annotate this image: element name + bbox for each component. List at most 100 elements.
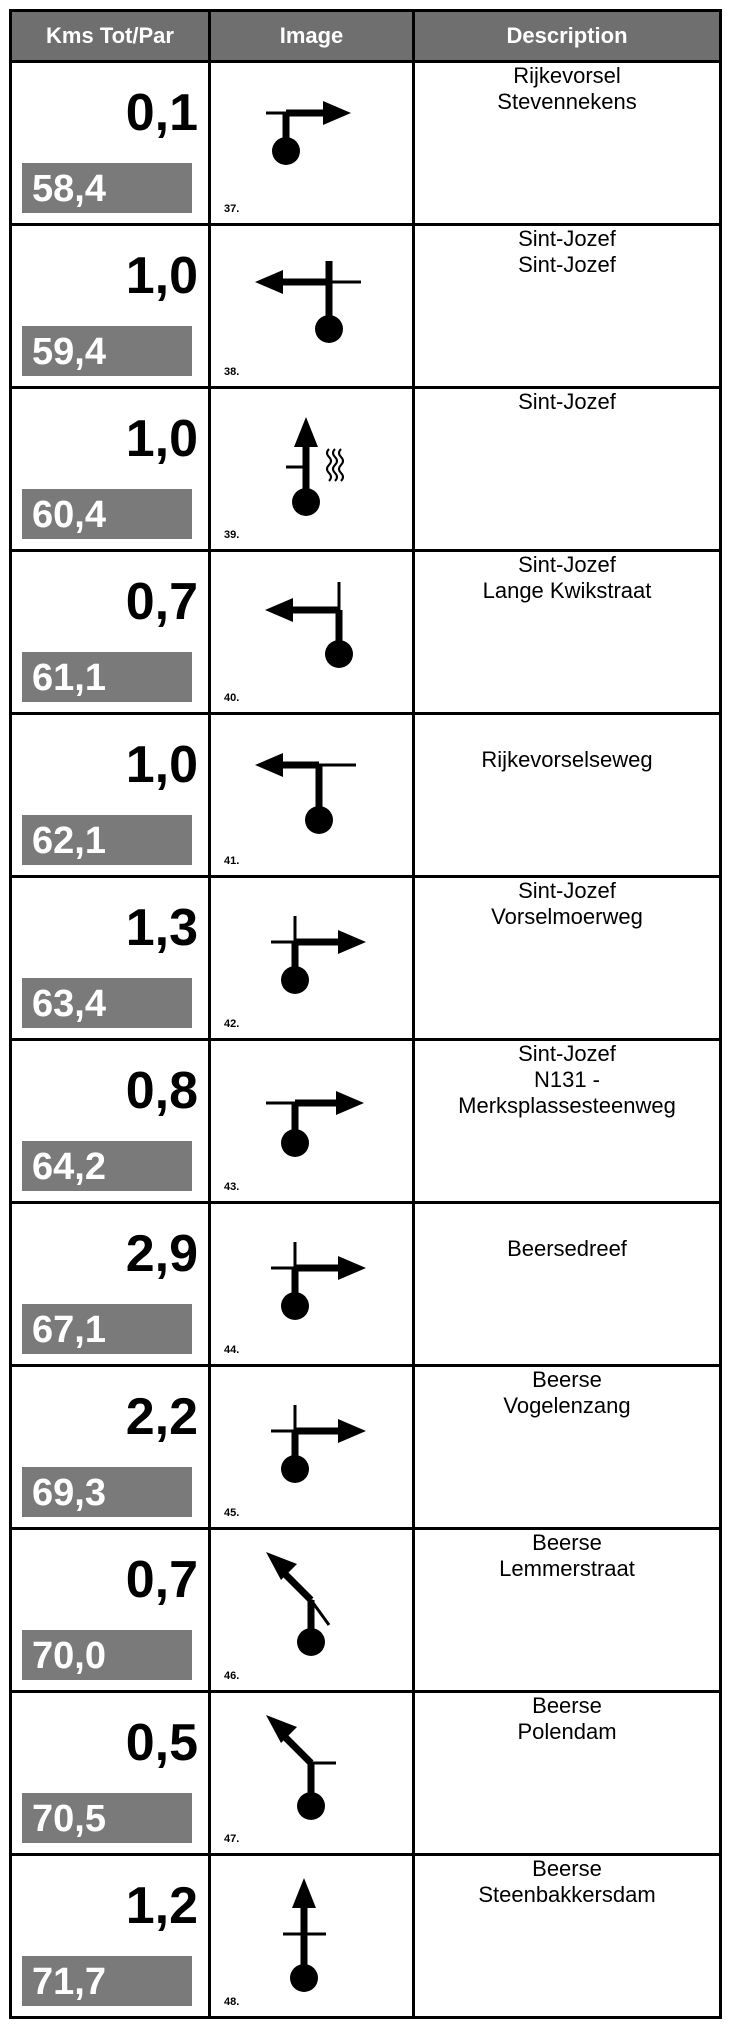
header-kms: Kms Tot/Par xyxy=(9,9,211,63)
km-cell-inner: 2,9 67,1 xyxy=(12,1204,208,1364)
total-distance: 59,4 xyxy=(22,326,192,376)
km-cell: 0,5 70,5 xyxy=(9,1690,211,1856)
total-distance: 62,1 xyxy=(22,815,192,865)
instruction-number: 48. xyxy=(224,1996,240,2008)
km-cell-inner: 1,3 63,4 xyxy=(12,878,208,1038)
instruction-number: 43. xyxy=(224,1181,240,1193)
km-cell-inner: 0,7 70,0 xyxy=(12,1530,208,1690)
description-cell: Sint-Jozef xyxy=(412,386,722,552)
description-cell: Beerse Vogelenzang xyxy=(412,1364,722,1530)
partial-distance: 1,0 xyxy=(125,247,198,305)
km-cell-inner: 1,0 62,1 xyxy=(12,715,208,875)
description-line: Sint-Jozef xyxy=(518,252,616,277)
km-cell-inner: 1,0 60,4 xyxy=(12,389,208,549)
description-line: N131 - xyxy=(533,1067,601,1092)
km-cell-inner: 0,8 64,2 xyxy=(12,1041,208,1201)
image-cell: 42. xyxy=(208,875,415,1041)
description-line: Stevennekens xyxy=(497,89,637,114)
image-cell: 38. xyxy=(208,223,415,389)
table-row: 0,7 61,1 40. Sint-Jozef Lange Kwikstraat xyxy=(9,549,722,715)
image-cell: 39. xyxy=(208,386,415,552)
bear-left-junction-icon xyxy=(266,1715,336,1820)
image-cell: 45. xyxy=(208,1364,415,1530)
partial-distance: 0,5 xyxy=(125,1714,198,1772)
description-cell: Sint-Jozef Lange Kwikstraat xyxy=(412,549,722,715)
partial-distance: 1,3 xyxy=(125,899,198,957)
partial-distance: 1,2 xyxy=(125,1877,198,1935)
instruction-number: 46. xyxy=(224,1670,240,1682)
description-line: Sint-Jozef xyxy=(518,878,616,903)
turn-right-icon xyxy=(266,101,351,165)
km-cell: 0,1 58,4 xyxy=(9,60,211,226)
header-row: Kms Tot/Par Image Description xyxy=(9,9,722,63)
description-cell: Sint-Jozef Sint-Jozef xyxy=(412,223,722,389)
partial-distance: 0,8 xyxy=(125,1062,198,1120)
partial-distance: 1,0 xyxy=(125,736,198,794)
header-image: Image xyxy=(208,9,415,63)
image-cell-inner: 44. xyxy=(211,1204,412,1364)
description-line: Sint-Jozef xyxy=(518,1041,616,1066)
image-cell-inner: 47. xyxy=(211,1693,412,1853)
total-distance: 58,4 xyxy=(22,163,192,213)
description-line: Lange Kwikstraat xyxy=(482,578,652,603)
total-distance: 60,4 xyxy=(22,489,192,539)
description-line: Beerse xyxy=(532,1367,602,1392)
total-distance: 64,2 xyxy=(22,1141,192,1191)
km-cell-inner: 1,0 59,4 xyxy=(12,226,208,386)
turn-left-crossroad-icon xyxy=(255,261,361,343)
image-cell: 41. xyxy=(208,712,415,878)
partial-distance: 2,2 xyxy=(125,1388,198,1446)
table-row: 1,0 62,1 41. Rijkevorselseweg xyxy=(9,712,722,878)
km-cell: 1,2 71,7 xyxy=(9,1853,211,2019)
image-cell: 48. xyxy=(208,1853,415,2019)
table-row: 1,0 60,4 39. Sint-Jozef xyxy=(9,386,722,552)
description-cell: Beerse Steenbakkersdam xyxy=(412,1853,722,2019)
table-row: 2,9 67,1 44. Beersedreef xyxy=(9,1201,722,1367)
km-cell-inner: 2,2 69,3 xyxy=(12,1367,208,1527)
instruction-number: 44. xyxy=(224,1344,240,1356)
straight-road-wavy-icon xyxy=(286,417,344,516)
description-line: Beerse xyxy=(532,1530,602,1555)
image-cell: 47. xyxy=(208,1690,415,1856)
table-row: 0,8 64,2 43. Sint-Jozef N131 - Merksplasseste… xyxy=(9,1038,722,1204)
description-line: Polendam xyxy=(517,1719,617,1744)
km-cell: 1,0 59,4 xyxy=(9,223,211,389)
instruction-number: 39. xyxy=(224,529,240,541)
total-distance: 63,4 xyxy=(22,978,192,1028)
description-cell: Beerse Lemmerstraat xyxy=(412,1527,722,1693)
image-cell-inner: 41. xyxy=(211,715,412,875)
km-cell-inner: 0,5 70,5 xyxy=(12,1693,208,1853)
table-row: 1,3 63,4 42. Sint-Jozef Vorselmoerweg xyxy=(9,875,722,1041)
image-cell-inner: 37. xyxy=(211,63,412,223)
t-junction-left-icon xyxy=(255,753,356,834)
km-cell: 0,7 70,0 xyxy=(9,1527,211,1693)
image-cell: 43. xyxy=(208,1038,415,1204)
instruction-number: 42. xyxy=(224,1018,240,1030)
km-cell: 2,9 67,1 xyxy=(9,1201,211,1367)
description-line: Sint-Jozef xyxy=(518,226,616,251)
partial-distance: 0,7 xyxy=(125,573,198,631)
km-cell: 0,8 64,2 xyxy=(9,1038,211,1204)
instruction-number: 38. xyxy=(224,366,240,378)
straight-crossroad-icon xyxy=(283,1878,326,1992)
image-cell: 44. xyxy=(208,1201,415,1367)
image-cell-inner: 48. xyxy=(211,1856,412,2016)
table-row: 0,1 58,4 37. Rijkevorsel Stevennekens xyxy=(9,60,722,226)
partial-distance: 2,9 xyxy=(125,1225,198,1283)
roadbook-table: Kms Tot/Par Image Description 0,1 58,4 37.… xyxy=(9,9,722,2019)
table-row: 0,7 70,0 46. Beerse Lemmerstraat xyxy=(9,1527,722,1693)
description-line: Merksplassesteenweg xyxy=(458,1093,676,1118)
description-line: Vorselmoerweg xyxy=(491,904,643,929)
image-cell-inner: 39. xyxy=(211,389,412,549)
turn-left-icon xyxy=(265,582,353,668)
instruction-number: 45. xyxy=(224,1507,240,1519)
km-cell: 1,0 60,4 xyxy=(9,386,211,552)
km-cell: 2,2 69,3 xyxy=(9,1364,211,1530)
total-distance: 70,5 xyxy=(22,1793,192,1843)
total-distance: 71,7 xyxy=(22,1956,192,2006)
total-distance: 70,0 xyxy=(22,1630,192,1680)
description-cell: Rijkevorselseweg xyxy=(412,712,722,878)
partial-distance: 0,1 xyxy=(125,84,198,142)
description-line: Sint-Jozef xyxy=(518,552,616,577)
description-line: Beerse xyxy=(532,1856,602,1881)
